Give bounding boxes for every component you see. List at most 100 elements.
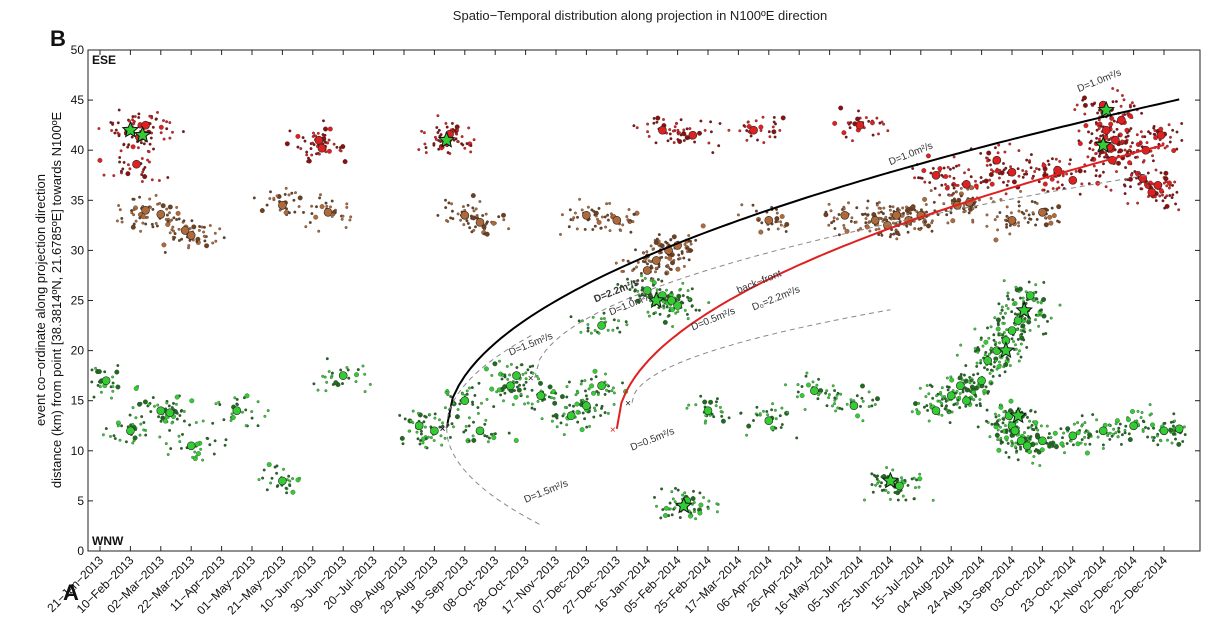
scatter-point [582, 401, 591, 411]
scatter-point-texture [1022, 338, 1026, 342]
scatter-point-texture [1010, 439, 1014, 443]
scatter-point-texture [584, 389, 587, 393]
scatter-point-texture [259, 208, 265, 214]
scatter-point-texture [1061, 174, 1065, 178]
scatter-point-texture [476, 406, 480, 409]
scatter-point-texture [467, 386, 471, 390]
scatter-point-texture [568, 208, 572, 212]
scatter-point-texture [464, 424, 468, 428]
scatter-point-texture [339, 368, 343, 372]
curve-origin-marker: × [440, 424, 446, 435]
scatter-point [186, 441, 196, 451]
scatter-point-texture [895, 208, 899, 212]
scatter-point-texture [654, 141, 658, 145]
scatter-point-texture [217, 400, 221, 404]
scatter-point-texture [266, 409, 270, 413]
scatter-point-texture [1086, 430, 1090, 434]
scatter-point-texture [1117, 430, 1121, 434]
scatter-point-texture [711, 151, 715, 155]
scatter-point-texture [296, 145, 300, 149]
scatter-point-texture [619, 284, 623, 288]
scatter-point-texture [1069, 439, 1073, 443]
scatter-point-texture [1008, 224, 1012, 227]
scatter-point-texture [1180, 122, 1184, 125]
scatter-point-texture [137, 116, 141, 119]
scatter-point-texture [592, 415, 596, 419]
scatter-point-texture [1041, 297, 1047, 302]
scatter-point-texture [1017, 359, 1021, 363]
scatter-point-texture [420, 129, 424, 133]
scatter-point-texture [1001, 321, 1005, 325]
scatter-point-texture [697, 510, 703, 516]
scatter-point-texture [495, 390, 499, 394]
scatter-point-texture [1006, 307, 1010, 310]
scatter-point-texture [114, 369, 120, 375]
scatter-point-texture [471, 434, 475, 438]
scatter-point-texture [1027, 449, 1033, 455]
scatter-point-texture [110, 129, 114, 132]
scatter-point-texture [925, 384, 929, 387]
scatter-point-texture [669, 307, 675, 313]
scatter-point-texture [317, 229, 321, 233]
scatter-point-texture [632, 280, 636, 283]
scatter-point-texture [786, 410, 790, 414]
scatter-point-texture [602, 317, 606, 320]
scatter-point-texture [1025, 209, 1028, 213]
scatter-point-texture [340, 217, 344, 221]
scatter-point-texture [1080, 414, 1084, 418]
scatter-point-texture [1003, 150, 1007, 154]
scatter-point-texture [827, 396, 831, 400]
scatter-point-texture [1125, 150, 1129, 154]
scatter-point-texture [515, 380, 519, 384]
scatter-point-texture [1075, 103, 1079, 107]
scatter-point-texture [671, 129, 675, 133]
scatter-point-texture [139, 141, 143, 145]
scatter-point-texture [361, 364, 365, 368]
scatter-point-texture [839, 392, 843, 396]
scatter-point-texture [827, 202, 831, 206]
scatter-point-texture [90, 380, 94, 384]
scatter-point-texture [910, 477, 914, 481]
scatter-point-texture [663, 513, 668, 518]
scatter-point-texture [162, 137, 166, 141]
scatter-point-texture [912, 497, 916, 501]
scatter-point-texture [595, 403, 599, 407]
scatter-point-texture [347, 376, 351, 380]
scatter-point-texture [1065, 426, 1071, 432]
y-tick-label: 50 [71, 43, 85, 57]
scatter-point-texture [1010, 444, 1014, 448]
scatter-point-texture [1046, 442, 1049, 445]
scatter-point-texture [1058, 303, 1062, 307]
scatter-point-texture [649, 244, 653, 248]
scatter-point-texture [933, 186, 937, 190]
scatter-point-texture [1083, 123, 1089, 129]
scatter-point-texture [710, 412, 714, 416]
scatter-point-texture [439, 434, 443, 438]
scatter-point-texture [233, 396, 237, 400]
scatter-point-texture [1148, 131, 1152, 135]
scatter-point-texture [831, 384, 835, 388]
scatter-point-texture [1088, 147, 1092, 151]
scatter-point-texture [955, 389, 959, 393]
scatter-point-texture [1174, 202, 1178, 206]
scatter-point-texture [708, 399, 714, 405]
scatter-point-texture [109, 434, 112, 438]
scatter-point-texture [985, 368, 989, 371]
scatter-point-texture [1105, 153, 1108, 157]
scatter-point-texture [929, 402, 933, 406]
scatter-point-texture [609, 212, 613, 216]
scatter-point-texture [170, 406, 174, 409]
scatter-point-texture [168, 231, 172, 235]
scatter-point-texture [160, 415, 164, 419]
scatter-point-texture [272, 196, 276, 200]
scatter-point-texture [626, 259, 630, 263]
scatter-point-texture [168, 219, 172, 223]
scatter-point-texture [988, 178, 992, 182]
scatter-point-texture [1116, 435, 1120, 439]
scatter-point-texture [436, 114, 440, 118]
scatter-point-texture [1108, 437, 1112, 441]
scatter-point-texture [996, 428, 1000, 432]
scatter-point-texture [867, 405, 871, 409]
scatter-point-texture [673, 506, 677, 510]
scatter-point-texture [626, 218, 630, 222]
